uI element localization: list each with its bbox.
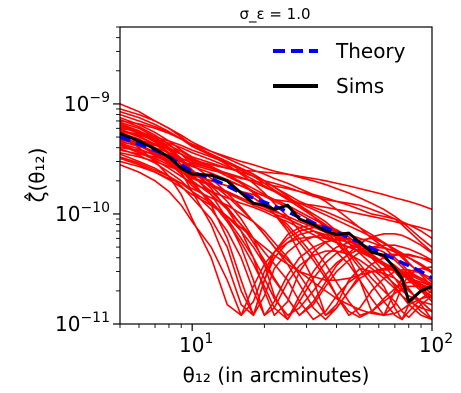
y-tick-label: 10−10 xyxy=(55,200,110,226)
realization-line-6 xyxy=(120,116,432,253)
realization-line-25 xyxy=(120,139,432,274)
axis-tick-labels: 101 102 10−11 10−10 10−9 xyxy=(55,90,453,357)
realization-curves xyxy=(120,103,432,321)
realization-line-2 xyxy=(120,123,432,321)
y-tick-label: 10−9 xyxy=(64,90,110,116)
realization-line-33 xyxy=(120,135,432,319)
x-axis-title: θ₁₂ (in arcminutes) xyxy=(183,363,370,387)
realization-line-28 xyxy=(120,110,432,317)
realization-line-34 xyxy=(120,143,432,303)
realization-line-35 xyxy=(120,123,432,317)
series-line-sims xyxy=(120,131,432,304)
legend-sims-label: Sims xyxy=(336,74,384,98)
legend-theory-label: Theory xyxy=(335,39,406,63)
series-line-theory xyxy=(120,135,432,280)
realization-line-37 xyxy=(120,129,432,306)
realization-line-38 xyxy=(120,137,432,317)
chart-title: σ_ε = 1.0 xyxy=(239,5,310,24)
series-lines xyxy=(120,131,432,304)
legend: Theory Sims xyxy=(273,39,406,98)
plot-frame xyxy=(119,26,433,325)
x-tick-label: 101 xyxy=(179,331,213,357)
x-tick-label: 102 xyxy=(419,331,453,357)
axis-ticks xyxy=(113,26,433,331)
y-tick-label: 10−11 xyxy=(55,310,110,336)
y-axis-title: ζ̂(θ₁₂) xyxy=(24,148,49,203)
realization-line-36 xyxy=(120,157,432,285)
